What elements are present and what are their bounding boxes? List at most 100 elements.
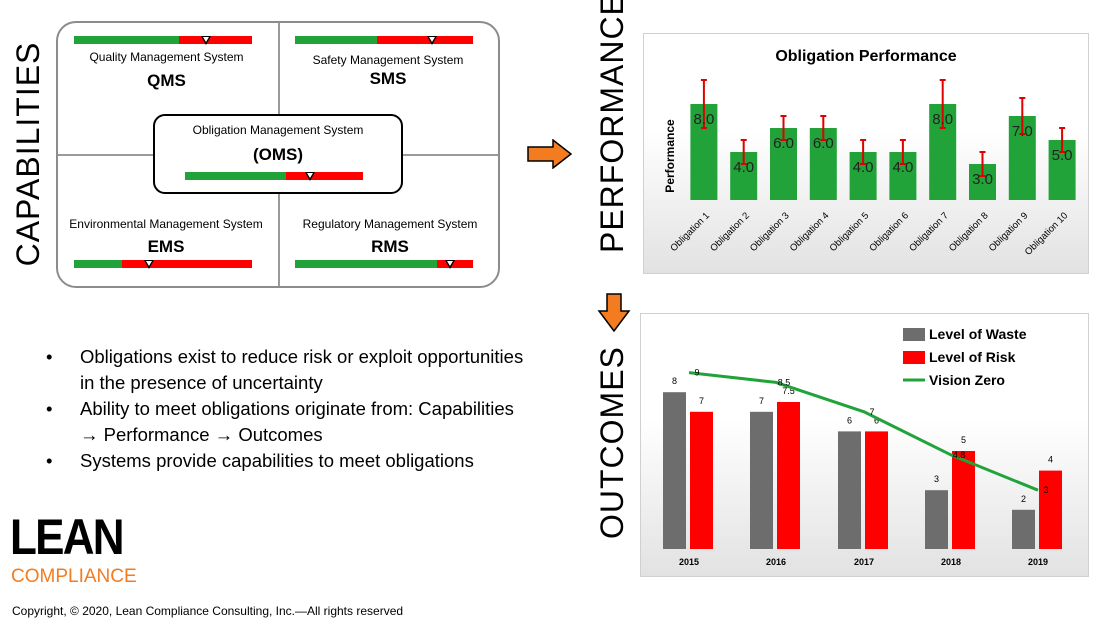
x-tick-label: 2016 — [766, 557, 786, 567]
bullet-list: Obligations exist to reduce risk or expl… — [44, 344, 524, 474]
oms-box — [153, 114, 403, 194]
rms-name: Regulatory Management System — [302, 217, 478, 231]
risk-bar — [865, 431, 888, 549]
sms-abbr: SMS — [369, 69, 407, 88]
x-tick-label: Obligation 8 — [947, 210, 991, 254]
data-label: 3.0 — [972, 171, 993, 188]
vision-zero-label: 9 — [694, 368, 699, 378]
waste-bar — [925, 490, 948, 549]
x-tick-label: 2019 — [1028, 557, 1048, 567]
risk-bar — [690, 411, 713, 549]
risk-data-label: 7.5 — [782, 386, 795, 396]
rms-abbr: RMS — [371, 237, 409, 256]
legend-swatch — [903, 351, 925, 364]
rms-bar-green — [295, 260, 437, 268]
legend-label: Level of Risk — [929, 349, 1016, 365]
divider-vertical-top — [278, 23, 280, 123]
lean-compliance-logo: LEAN COMPLIANCE — [10, 512, 150, 590]
copyright-text: Copyright, © 2020, Lean Compliance Consu… — [12, 604, 404, 618]
vision-zero-label: 8.5 — [778, 377, 791, 387]
down-arrow-icon — [597, 293, 631, 333]
risk-bar — [952, 451, 975, 549]
oms-abbr: (OMS) — [252, 145, 304, 164]
qms-bar-green — [74, 36, 179, 44]
ems-marker-icon — [144, 260, 154, 269]
data-label: 4.0 — [892, 159, 913, 176]
rms-bar-red — [437, 260, 473, 268]
oms-bar-green — [185, 172, 286, 180]
x-tick-label: Obligation 7 — [907, 210, 951, 254]
performance-chart-panel: Obligation Performance Performance 8.0 Ob… — [643, 33, 1089, 274]
qms-marker-icon — [201, 36, 211, 45]
oms-bar-red — [286, 172, 363, 180]
data-label: 8.0 — [693, 111, 714, 128]
ems-abbr: EMS — [147, 237, 185, 256]
right-arrow-icon — [527, 139, 573, 169]
legend-label: Vision Zero — [929, 372, 1005, 388]
bullet-item: Systems provide capabilities to meet obl… — [44, 448, 524, 474]
y-axis-label: Performance — [663, 119, 677, 193]
risk-bar — [777, 402, 800, 549]
oms-marker-icon — [305, 172, 315, 181]
x-tick-label: 2015 — [679, 557, 699, 567]
x-tick-label: Obligation 2 — [708, 210, 752, 254]
logo-bottom-text: COMPLIANCE — [11, 566, 137, 587]
waste-data-label: 7 — [759, 396, 764, 406]
qms-maturity-bar — [74, 36, 252, 45]
performance-chart: Obligation Performance Performance 8.0 Ob… — [663, 48, 1076, 258]
bullet-item: Ability to meet obligations originate fr… — [44, 396, 524, 448]
bullet-item: Obligations exist to reduce risk or expl… — [44, 344, 524, 396]
risk-data-label: 6 — [874, 415, 879, 425]
risk-data-label: 5 — [961, 435, 966, 445]
ems-bar-green — [74, 260, 122, 268]
x-tick-label: 2018 — [941, 557, 961, 567]
waste-bar — [663, 392, 686, 549]
waste-data-label: 3 — [934, 474, 939, 484]
ems-maturity-bar — [74, 260, 252, 269]
vision-zero-label: 3 — [1043, 485, 1048, 495]
ems-name: Environmental Management System — [69, 217, 263, 231]
outcomes-chart: Level of Waste Level of Risk Vision Zero 8… — [663, 326, 1062, 567]
data-label: 6.0 — [773, 135, 794, 152]
x-tick-label: Obligation 4 — [788, 210, 832, 254]
outcomes-chart-panel: Level of Waste Level of Risk Vision Zero 8… — [640, 313, 1089, 577]
ems-bar-red — [122, 260, 252, 268]
capabilities-heading: CAPABILITIES — [10, 41, 46, 267]
waste-bar — [750, 411, 773, 549]
rms-marker-icon — [445, 260, 455, 269]
sms-bar-green — [295, 36, 377, 44]
logo-top-text: LEAN — [10, 509, 124, 565]
x-tick-label: Obligation 1 — [668, 210, 712, 254]
waste-bar — [1012, 509, 1035, 549]
risk-data-label: 7 — [699, 396, 704, 406]
data-label: 4.0 — [733, 159, 754, 176]
legend-label: Level of Waste — [929, 326, 1027, 342]
data-label: 8.0 — [932, 111, 953, 128]
qms-name: Quality Management System — [89, 50, 244, 64]
qms-abbr: QMS — [147, 71, 186, 90]
sms-bar-red — [377, 36, 473, 44]
x-tick-label: 2017 — [854, 557, 874, 567]
waste-data-label: 8 — [672, 376, 677, 386]
sms-maturity-bar — [295, 36, 473, 45]
waste-bar — [838, 431, 861, 549]
risk-data-label: 4 — [1048, 455, 1053, 465]
qms-bar-red — [179, 36, 252, 44]
chart-title: Obligation Performance — [775, 48, 956, 65]
vision-zero-line — [688, 371, 1039, 492]
vision-zero-label: 4.8 — [953, 450, 966, 460]
x-tick-label: Obligation 3 — [748, 210, 792, 254]
data-label: 4.0 — [853, 159, 874, 176]
sms-name: Safety Management System — [312, 53, 464, 67]
x-tick-label: Obligation 6 — [867, 210, 911, 254]
waste-data-label: 2 — [1021, 494, 1026, 504]
risk-bar — [1039, 470, 1062, 549]
data-label: 5.0 — [1052, 147, 1073, 164]
data-label: 7.0 — [1012, 123, 1033, 140]
data-label: 6.0 — [813, 135, 834, 152]
oms-name: Obligation Management System — [192, 123, 364, 137]
vision-zero-label: 7 — [869, 407, 874, 417]
waste-data-label: 6 — [847, 415, 852, 425]
divider-vertical-bottom — [278, 193, 280, 286]
x-tick-label: Obligation 9 — [987, 210, 1031, 254]
